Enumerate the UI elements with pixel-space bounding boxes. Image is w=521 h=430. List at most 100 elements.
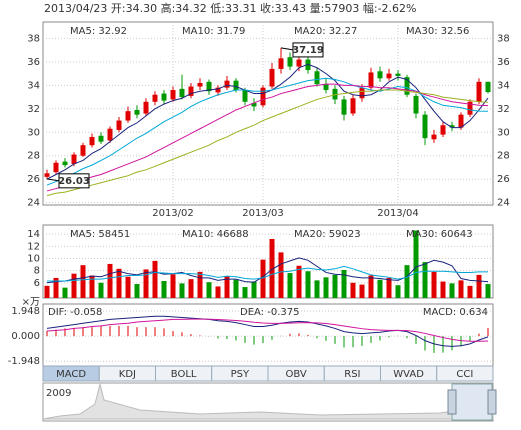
volume-bar xyxy=(188,279,194,298)
candle-body xyxy=(305,59,311,71)
candle-body xyxy=(467,101,473,115)
y-tick-label-right: 38 xyxy=(497,33,510,44)
y-tick-label: 12 xyxy=(27,241,40,252)
annotation-leader xyxy=(280,47,294,51)
volume-bar xyxy=(476,274,482,298)
ma-line xyxy=(46,257,489,284)
annotation: 26.03 xyxy=(58,176,90,187)
tab-label[interactable]: PSY xyxy=(231,369,250,380)
y-tick-label-right: 24 xyxy=(497,198,510,209)
candle-body xyxy=(314,71,320,85)
volume-bar xyxy=(197,271,203,298)
tab-label[interactable]: OBV xyxy=(285,369,306,380)
candle-body xyxy=(188,86,194,96)
volume-bar xyxy=(44,285,50,298)
candle-body xyxy=(395,73,401,76)
volume-bar xyxy=(440,281,446,298)
y-tick-label: 6 xyxy=(34,278,40,289)
tab-label[interactable]: RSI xyxy=(344,369,360,380)
ma-line xyxy=(46,83,489,192)
candle-body xyxy=(89,136,95,146)
tab[interactable] xyxy=(436,365,494,382)
candle-body xyxy=(215,87,221,93)
y-tick-label-right: 36 xyxy=(497,57,510,68)
volume-bar xyxy=(251,281,257,298)
tab-label[interactable]: BOLL xyxy=(171,369,197,380)
volume-bar xyxy=(350,282,356,298)
tab-label[interactable]: KDJ xyxy=(119,369,136,380)
candle-body xyxy=(107,128,113,141)
candle-body xyxy=(359,87,365,99)
y-tick-label: 32 xyxy=(27,104,40,115)
volume-bar xyxy=(269,238,275,298)
candle-body xyxy=(404,77,410,95)
x-tick-label: 2013/03 xyxy=(242,208,284,219)
volume-bar xyxy=(332,274,338,298)
legend-entry: MA20: 32.27 xyxy=(294,26,357,37)
annotation-leader xyxy=(46,178,60,182)
y-tick-label: 28 xyxy=(27,151,40,162)
y-tick-label: 34 xyxy=(27,80,40,91)
candle-body xyxy=(476,81,482,102)
navigator-window[interactable] xyxy=(451,383,493,421)
annotation: 37.19 xyxy=(292,45,324,56)
tab-label[interactable]: CCI xyxy=(456,369,473,380)
candle-body xyxy=(269,68,275,87)
y-tick-label: 38 xyxy=(27,33,40,44)
header: 2013/04/23 开:34.30 高:34.32 低:33.31 收:33.… xyxy=(44,1,417,15)
tabs: MACD KDJ BOLL PSY OBV RSI WVAD CCI xyxy=(42,365,494,382)
volume-bar xyxy=(413,230,419,298)
candle-body xyxy=(431,134,437,140)
legend-entry: MA10: 46688 xyxy=(182,229,249,240)
y-tick-label: 26 xyxy=(27,174,40,185)
candle-body xyxy=(53,162,59,173)
candle-body xyxy=(80,145,86,156)
y-tick-label: 10 xyxy=(27,253,40,264)
candle-body xyxy=(377,71,383,79)
navigator-handle[interactable] xyxy=(447,389,457,415)
volume-bar xyxy=(359,284,365,298)
navigator-handle[interactable] xyxy=(487,389,497,415)
y-tick-label: 1.948 xyxy=(11,306,40,317)
volume-bar xyxy=(62,287,68,298)
legend-entry: MA5: 32.92 xyxy=(70,26,127,37)
legend-entry: MA20: 59023 xyxy=(294,229,361,240)
volume-unit: ×万 xyxy=(22,297,40,308)
volume-bar xyxy=(386,277,392,298)
volume-bar xyxy=(107,263,113,298)
candle-body xyxy=(440,125,446,135)
candle-body xyxy=(323,84,329,91)
volume-bar xyxy=(431,271,437,298)
volume-bar xyxy=(467,285,473,298)
volume-bar xyxy=(458,280,464,298)
tab-label[interactable]: MACD xyxy=(56,369,86,380)
legend-entry: DEA: -0.375 xyxy=(240,307,299,318)
ma-line xyxy=(46,89,489,197)
volume-bar xyxy=(341,270,347,298)
candle-body xyxy=(143,101,149,114)
legend-entry: MA30: 32.56 xyxy=(406,26,469,37)
volume-bar xyxy=(206,282,212,298)
volume-bar xyxy=(395,285,401,298)
annotation-box xyxy=(58,173,90,189)
navigator-label: 2009 xyxy=(46,388,71,399)
volume-bar xyxy=(143,269,149,298)
y-tick-label-right: 28 xyxy=(497,151,510,162)
volume-bar xyxy=(98,282,104,298)
volume-bar xyxy=(161,280,167,298)
volume-bar xyxy=(125,276,131,298)
volume-bar xyxy=(170,274,176,298)
candle-body xyxy=(278,58,284,69)
candle-body xyxy=(197,83,203,87)
y-tick-label: 30 xyxy=(27,127,40,138)
tab-label[interactable]: WVAD xyxy=(393,369,424,380)
candle-body xyxy=(62,161,68,166)
candle-body xyxy=(206,81,212,92)
volume-bar xyxy=(314,280,320,298)
volume-bar xyxy=(449,283,455,298)
candle-body xyxy=(71,154,77,164)
candle-body xyxy=(161,93,167,101)
volume-bar xyxy=(179,283,185,298)
legend-entry: MA10: 31.79 xyxy=(182,26,245,37)
